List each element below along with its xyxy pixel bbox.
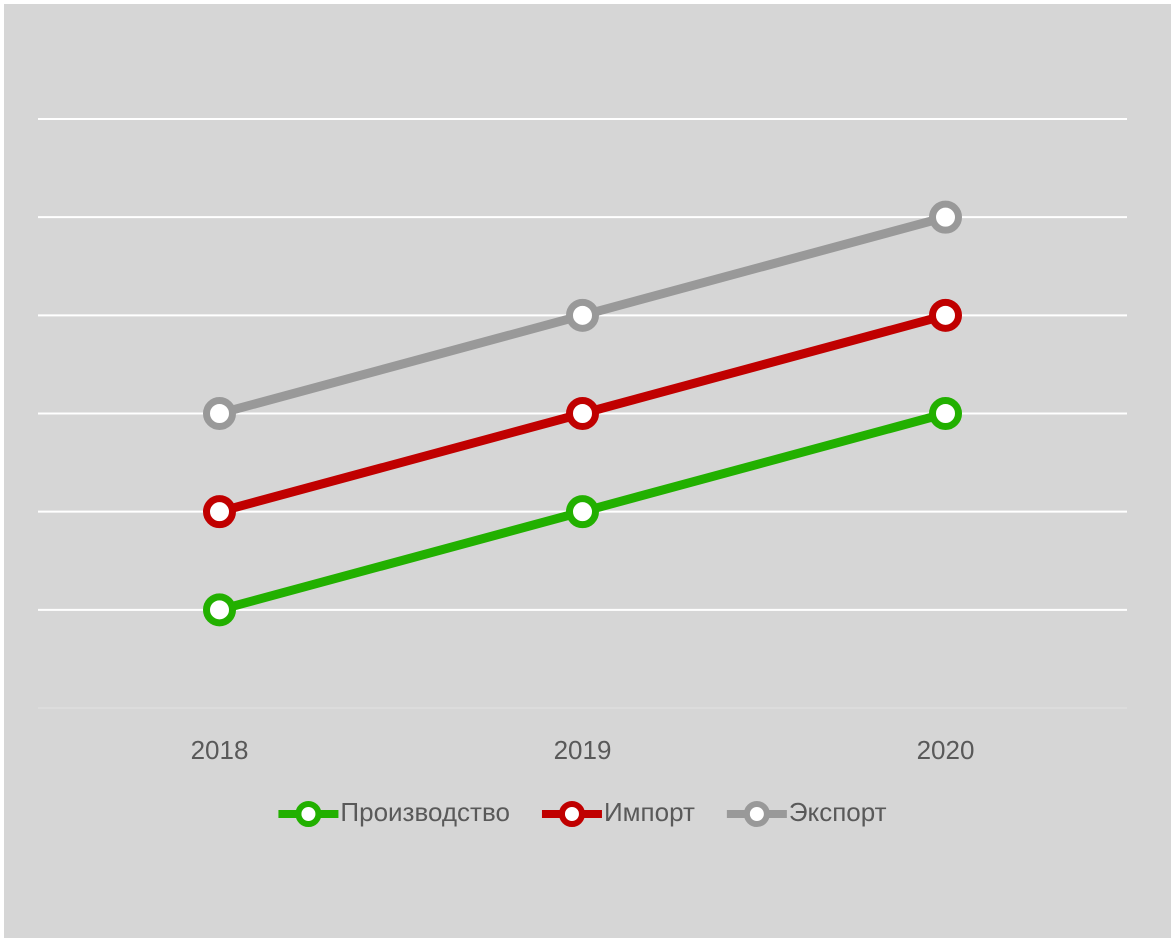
legend-label: Производство (340, 797, 510, 827)
x-tick-label: 2019 (554, 735, 612, 765)
marker (929, 298, 962, 332)
marker (929, 397, 962, 430)
marker (566, 397, 599, 430)
legend-marker (558, 801, 585, 827)
legend-item: Производство (278, 797, 510, 827)
legend-label: Импорт (604, 797, 695, 827)
marker (203, 397, 236, 430)
legend-item: Импорт (541, 797, 695, 827)
legend-item: Экспорт (726, 797, 887, 827)
marker (566, 495, 599, 529)
x-tick-label: 2018 (191, 735, 249, 765)
legend-marker (743, 801, 770, 827)
marker (203, 593, 236, 627)
marker (566, 298, 599, 332)
marker (929, 200, 962, 234)
x-tick-label: 2020 (917, 735, 975, 765)
legend-marker (295, 801, 322, 827)
chart-background (4, 4, 1171, 938)
legend-label: Экспорт (789, 797, 887, 827)
marker (203, 495, 236, 529)
